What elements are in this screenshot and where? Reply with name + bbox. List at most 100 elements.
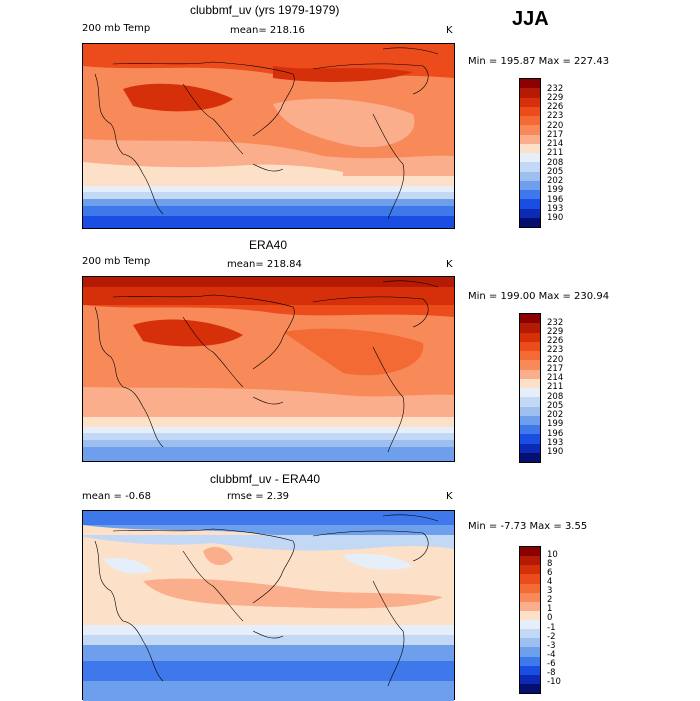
- colorbar-tick-label: 193: [547, 203, 564, 214]
- panel-3-rmse-label: rmse = 2.39: [227, 491, 290, 502]
- colorbar-swatch: [520, 79, 540, 89]
- panel-3-title: clubbmf_uv - ERA40: [210, 472, 321, 486]
- colorbar-tick-label: 202: [547, 176, 564, 187]
- colorbar-tick-label: 223: [547, 345, 564, 356]
- colorbar-tick-label: 208: [547, 391, 564, 402]
- colorbar-swatch: [520, 565, 540, 575]
- panel-3-minmax-label: Min = -7.73 Max = 3.55: [468, 521, 588, 532]
- colorbar-swatch: [520, 125, 540, 135]
- panel-1-units-label: K: [446, 25, 453, 36]
- colorbar-tick-label: 229: [547, 326, 564, 337]
- colorbar-tick-label: 229: [547, 92, 564, 103]
- colorbar-swatch: [520, 406, 540, 416]
- panel-1-mean-label: mean= 218.16: [230, 25, 305, 36]
- colorbar-swatch: [520, 360, 540, 370]
- panel-2-map: [82, 276, 455, 462]
- colorbar-tick-label: 205: [547, 166, 564, 177]
- panel-2-colorbar: [519, 313, 541, 463]
- colorbar-tick-label: 3: [547, 586, 553, 597]
- colorbar-swatch: [520, 323, 540, 333]
- colorbar-swatch: [520, 116, 540, 126]
- colorbar-tick-label: 232: [547, 317, 564, 328]
- colorbar-swatch: [520, 106, 540, 116]
- colorbar-tick-label: 190: [547, 447, 564, 458]
- colorbar-tick-label: 226: [547, 102, 564, 113]
- colorbar-swatch: [520, 656, 540, 666]
- colorbar-tick-label: 2: [547, 595, 553, 606]
- panel-1-minmax-label: Min = 195.87 Max = 227.43: [468, 56, 610, 67]
- colorbar-swatch: [520, 388, 540, 398]
- colorbar-tick-label: 232: [547, 83, 564, 94]
- colorbar-swatch: [520, 665, 540, 675]
- colorbar-tick-label: 199: [547, 185, 564, 196]
- colorbar-tick-label: 214: [547, 139, 564, 150]
- colorbar-swatch: [520, 574, 540, 584]
- panel-1-title: clubbmf_uv (yrs 1979-1979): [190, 3, 340, 17]
- colorbar-swatch: [520, 171, 540, 181]
- panel-3-map: [82, 510, 455, 701]
- colorbar-tick-label: 0: [547, 613, 553, 624]
- colorbar-tick-label: 220: [547, 354, 564, 365]
- colorbar-tick-label: -8: [547, 668, 556, 679]
- colorbar-swatch: [520, 443, 540, 453]
- colorbar-swatch: [520, 217, 540, 227]
- colorbar-tick-label: 6: [547, 567, 553, 578]
- colorbar-tick-label: 1: [547, 604, 553, 615]
- colorbar-swatch: [520, 683, 540, 693]
- colorbar-tick-label: 208: [547, 157, 564, 168]
- colorbar-tick-label: 190: [547, 213, 564, 224]
- colorbar-swatch: [520, 153, 540, 163]
- colorbar-swatch: [520, 180, 540, 190]
- panel-2-title: ERA40: [249, 238, 288, 252]
- panel-2-units-label: K: [446, 259, 453, 270]
- colorbar-tick-label: 226: [547, 336, 564, 347]
- colorbar-tick-label: 196: [547, 194, 564, 205]
- colorbar-swatch: [520, 425, 540, 435]
- colorbar-swatch: [520, 97, 540, 107]
- colorbar-swatch: [520, 629, 540, 639]
- colorbar-tick-label: 223: [547, 111, 564, 122]
- colorbar-tick-label: 205: [547, 400, 564, 411]
- colorbar-swatch: [520, 162, 540, 172]
- colorbar-tick-label: -10: [547, 677, 561, 688]
- colorbar-tick-label: -2: [547, 631, 556, 642]
- colorbar-swatch: [520, 601, 540, 611]
- colorbar-swatch: [520, 397, 540, 407]
- colorbar-tick-label: 217: [547, 363, 564, 374]
- panel-3-colorbar: [519, 546, 541, 694]
- colorbar-swatch: [520, 341, 540, 351]
- panel-2-variable-label: 200 mb Temp: [82, 256, 151, 267]
- colorbar-tick-label: 202: [547, 410, 564, 421]
- panel-3-mean-label: mean = -0.68: [82, 491, 151, 502]
- colorbar-swatch: [520, 674, 540, 684]
- colorbar-tick-label: 4: [547, 576, 553, 587]
- colorbar-swatch: [520, 190, 540, 200]
- panel-3-units-label: K: [446, 491, 453, 502]
- colorbar-tick-label: 199: [547, 419, 564, 430]
- panel-2-minmax-label: Min = 199.00 Max = 230.94: [468, 291, 610, 302]
- colorbar-tick-label: -3: [547, 640, 556, 651]
- colorbar-swatch: [520, 547, 540, 557]
- season-label: JJA: [512, 8, 549, 30]
- colorbar-swatch: [520, 452, 540, 462]
- panel-1-map: [82, 43, 455, 229]
- colorbar-tick-label: 10: [547, 549, 558, 560]
- colorbar-swatch: [520, 592, 540, 602]
- colorbar-swatch: [520, 556, 540, 566]
- colorbar-tick-label: -6: [547, 659, 556, 670]
- colorbar-swatch: [520, 610, 540, 620]
- colorbar-swatch: [520, 369, 540, 379]
- colorbar-swatch: [520, 88, 540, 98]
- colorbar-tick-label: 8: [547, 558, 553, 569]
- colorbar-swatch: [520, 638, 540, 648]
- colorbar-swatch: [520, 620, 540, 630]
- colorbar-tick-label: -4: [547, 649, 556, 660]
- colorbar-tick-label: 193: [547, 437, 564, 448]
- colorbar-swatch: [520, 143, 540, 153]
- colorbar-swatch: [520, 351, 540, 361]
- panel-2-mean-label: mean= 218.84: [227, 259, 302, 270]
- colorbar-swatch: [520, 332, 540, 342]
- colorbar-swatch: [520, 434, 540, 444]
- colorbar-swatch: [520, 647, 540, 657]
- colorbar-tick-label: 214: [547, 373, 564, 384]
